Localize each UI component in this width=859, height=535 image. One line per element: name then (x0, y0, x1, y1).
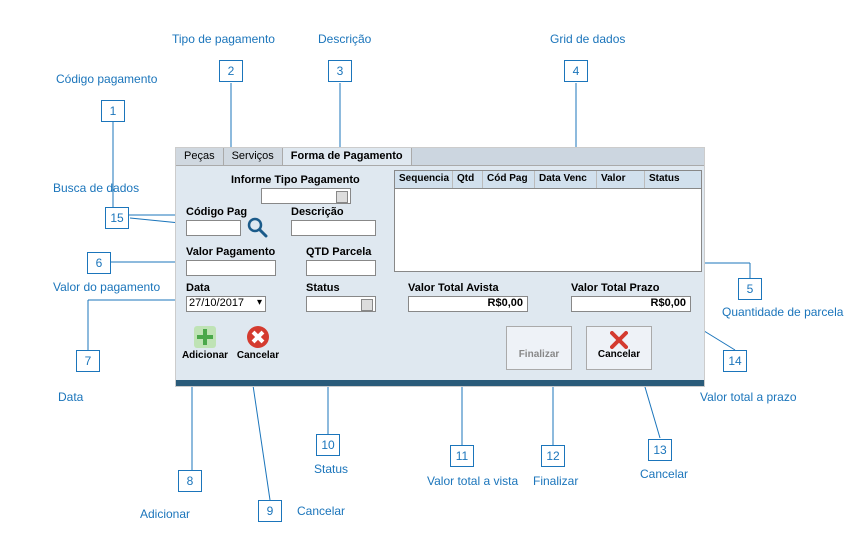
label-data: Data (186, 282, 210, 294)
annotation-8-box: 8 (178, 470, 202, 492)
annotation-10-label: Status (314, 462, 348, 476)
annotation-11-box: 11 (450, 445, 474, 467)
add-button[interactable]: Adicionar (181, 326, 229, 361)
input-valor-pagamento[interactable] (186, 260, 276, 276)
grid-col-status: Status (645, 171, 701, 188)
cancelar-big-button[interactable]: Cancelar (586, 326, 652, 370)
annotation-5-box: 5 (738, 278, 762, 300)
label-valor-pagamento: Valor Pagamento (186, 246, 275, 258)
tab-servicos[interactable]: Serviços (224, 148, 283, 165)
label-qtd-parcela: QTD Parcela (306, 246, 371, 258)
panel-bottom-bar (176, 380, 704, 386)
label-descricao: Descrição (291, 206, 344, 218)
grid-col-codpag: Cód Pag (483, 171, 535, 188)
cancel-icon (247, 326, 269, 348)
annotation-1-label: Código pagamento (56, 72, 157, 86)
tab-forma-pagamento[interactable]: Forma de Pagamento (283, 148, 412, 165)
data-grid[interactable]: Sequencia Qtd Cód Pag Data Venc Valor St… (394, 170, 702, 272)
annotation-11-label: Valor total a vista (427, 474, 518, 488)
annotation-4-label: Grid de dados (550, 32, 625, 46)
grid-col-valor: Valor (597, 171, 645, 188)
input-descricao[interactable] (291, 220, 376, 236)
search-icon[interactable] (246, 216, 268, 241)
annotation-9-box: 9 (258, 500, 282, 522)
grid-header: Sequencia Qtd Cód Pag Data Venc Valor St… (395, 171, 701, 189)
value-total-avista: R$0,00 (408, 296, 528, 312)
label-total-prazo: Valor Total Prazo (571, 282, 659, 294)
combo-tipo-pagamento[interactable] (261, 188, 351, 204)
annotation-9-label: Cancelar (297, 504, 345, 518)
tab-pecas[interactable]: Peças (176, 148, 224, 165)
label-codigo-pag: Código Pag (186, 206, 247, 218)
grid-col-qtd: Qtd (453, 171, 483, 188)
label-total-avista: Valor Total Avista (408, 282, 499, 294)
grid-col-sequencia: Sequencia (395, 171, 453, 188)
label-status: Status (306, 282, 340, 294)
input-qtd-parcela[interactable] (306, 260, 376, 276)
input-codigo-pag[interactable] (186, 220, 241, 236)
annotation-7-label: Data (58, 390, 83, 404)
add-button-label: Adicionar (182, 350, 228, 361)
annotation-10-box: 10 (316, 434, 340, 456)
annotation-13-label: Cancelar (640, 467, 688, 481)
tabs-bar: Peças Serviços Forma de Pagamento (176, 148, 704, 166)
annotation-15-box: 15 (105, 207, 129, 229)
value-total-prazo: R$0,00 (571, 296, 691, 312)
datepicker-data[interactable]: 27/10/2017 (186, 296, 266, 312)
annotation-3-label: Descrição (318, 32, 371, 46)
plus-icon (194, 326, 216, 348)
annotation-6-label: Valor do pagamento (53, 280, 160, 294)
annotation-2-box: 2 (219, 60, 243, 82)
annotation-7-box: 7 (76, 350, 100, 372)
cancelar-big-label: Cancelar (598, 349, 640, 360)
label-informe-tipo: Informe Tipo Pagamento (231, 174, 360, 186)
finalizar-label: Finalizar (519, 349, 560, 360)
annotation-13-box: 13 (648, 439, 672, 461)
close-icon (610, 331, 628, 349)
finalizar-button[interactable]: Finalizar (506, 326, 572, 370)
annotation-15-label: Busca de dados (53, 181, 139, 195)
annotation-12-label: Finalizar (533, 474, 578, 488)
grid-col-datavenc: Data Venc (535, 171, 597, 188)
cancel-small-button[interactable]: Cancelar (234, 326, 282, 361)
annotation-1-box: 1 (101, 100, 125, 122)
annotation-5-label: Quantidade de parcela (722, 305, 843, 319)
annotation-14-label: Valor total a prazo (700, 390, 797, 404)
annotation-4-box: 4 (564, 60, 588, 82)
payment-form-panel: Peças Serviços Forma de Pagamento Inform… (175, 147, 705, 387)
annotation-12-box: 12 (541, 445, 565, 467)
annotation-8-label: Adicionar (140, 507, 190, 521)
annotation-6-box: 6 (87, 252, 111, 274)
cancel-small-label: Cancelar (237, 350, 279, 361)
annotation-14-box: 14 (723, 350, 747, 372)
combo-status[interactable] (306, 296, 376, 312)
annotation-2-label: Tipo de pagamento (172, 32, 275, 46)
annotation-3-box: 3 (328, 60, 352, 82)
